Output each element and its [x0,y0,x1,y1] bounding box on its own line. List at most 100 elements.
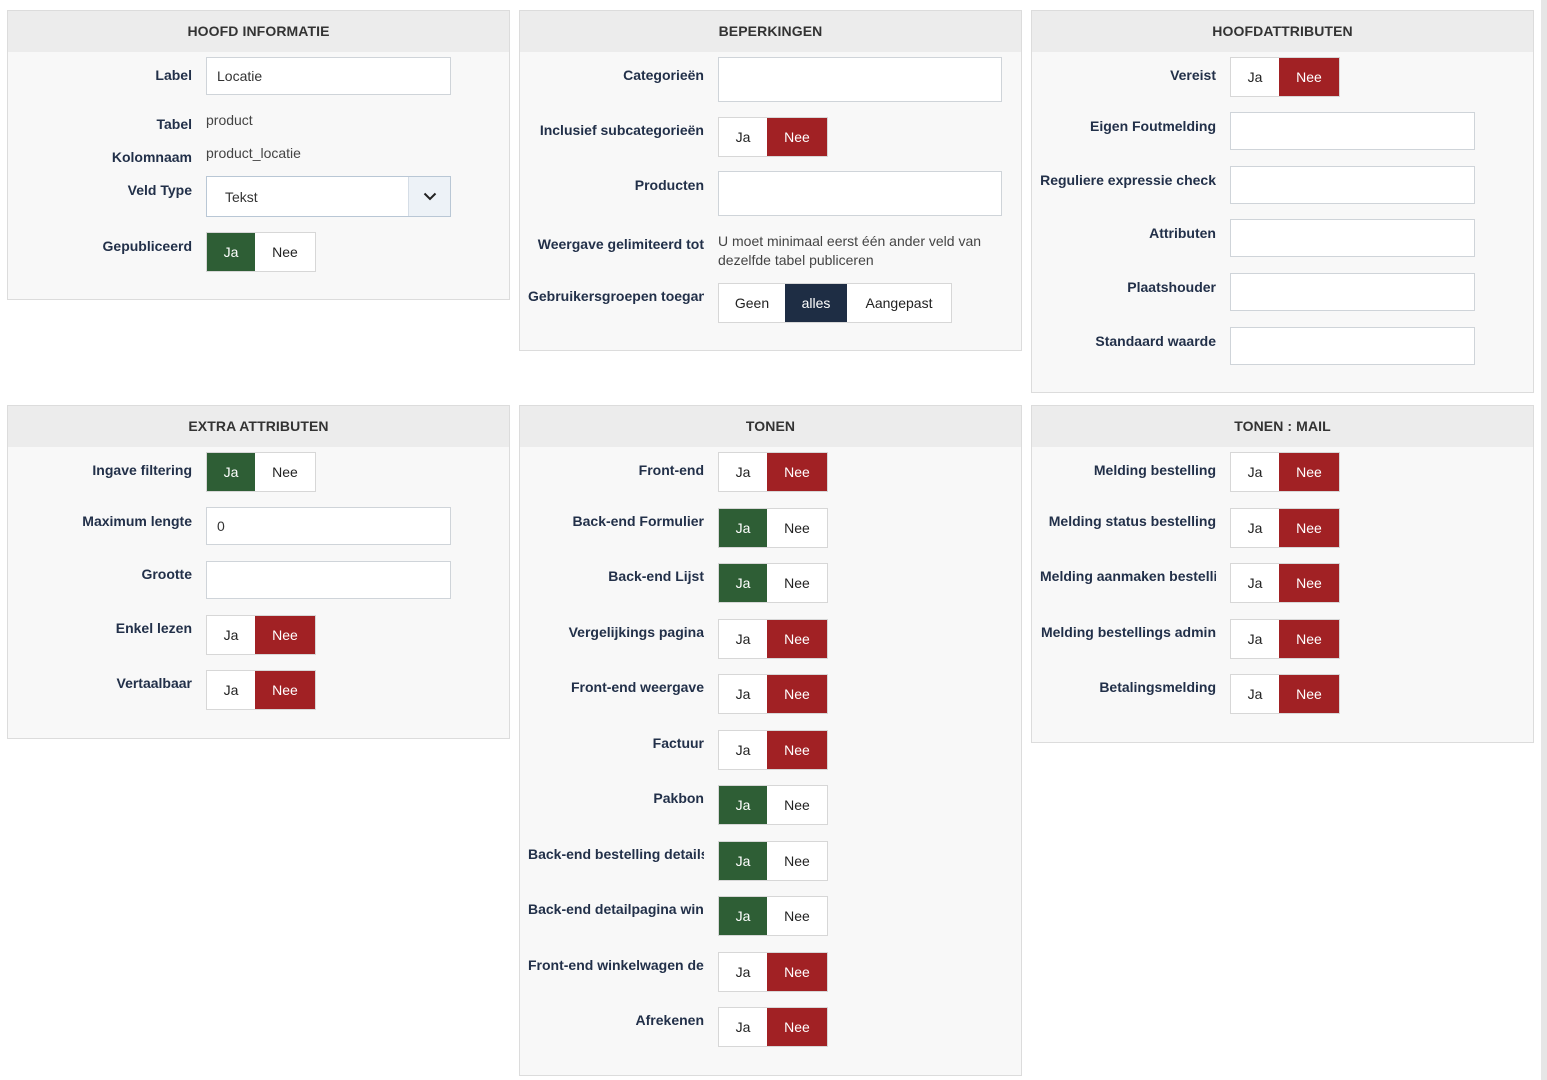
panel-tonen: TONEN Front-end Ja Nee Back-end Formulie… [519,405,1022,1076]
nee-button[interactable]: Nee [255,671,315,709]
ja-button[interactable]: Ja [719,509,767,547]
nee-button[interactable]: Nee [767,675,827,713]
ja-button[interactable]: Ja [1231,509,1279,547]
ja-button[interactable]: Ja [1231,58,1279,96]
nee-button[interactable]: Nee [767,509,827,547]
front-end-label: Front-end [638,462,704,478]
ja-button[interactable]: Ja [207,233,255,271]
nee-button[interactable]: Nee [767,1008,827,1046]
nee-button[interactable]: Nee [1279,620,1339,658]
filtering-toggle: Ja Nee [206,452,316,492]
maxlengte-input[interactable] [206,507,451,545]
ja-button[interactable]: Ja [719,1008,767,1046]
nee-button[interactable]: Nee [767,842,827,880]
panel-title: TONEN : MAIL [1032,406,1533,447]
veldtype-value: Tekst [225,188,258,205]
filtering-label: Ingave filtering [92,462,192,478]
gebruikersgroepen-label: Gebruikersgroepen toegang [528,288,704,304]
ja-button[interactable]: Ja [719,620,767,658]
nee-button[interactable]: Nee [255,616,315,654]
plaatshouder-input[interactable] [1230,273,1475,311]
ja-button[interactable]: Ja [207,616,255,654]
grootte-input[interactable] [206,561,451,599]
ja-button[interactable]: Ja [1231,564,1279,602]
producten-label: Producten [634,177,704,193]
gepubliceerd-toggle: Ja Nee [206,232,316,272]
veldtype-select[interactable]: Tekst [206,176,451,217]
panel-hoofd-informatie: HOOFD INFORMATIE Label Tabel product Kol… [7,10,510,300]
nee-button[interactable]: Nee [767,897,827,935]
tabel-label: Tabel [156,116,192,132]
nee-button[interactable]: Nee [1279,453,1339,491]
weergave-message: U moet minimaal eerst één ander veld van… [718,233,982,268]
panel-tonen-mail: TONEN : MAIL Melding bestelling Ja Nee M… [1031,405,1534,743]
ja-button[interactable]: Ja [719,453,767,491]
producten-input[interactable] [718,171,1002,216]
ja-button[interactable]: Ja [207,453,255,491]
nee-button[interactable]: Nee [1279,509,1339,547]
ja-button[interactable]: Ja [719,731,767,769]
ja-button[interactable]: Ja [719,786,767,824]
panel-title: BEPERKINGEN [520,11,1021,52]
nee-button[interactable]: Nee [767,953,827,991]
factuur-label: Factuur [652,735,704,751]
nee-button[interactable]: Nee [255,453,315,491]
ja-button[interactable]: Ja [719,953,767,991]
ja-button[interactable]: Ja [719,564,767,602]
melding-status-toggle: Ja Nee [1230,508,1340,548]
label-input[interactable] [206,57,451,95]
kolomnaam-value: product_locatie [206,145,301,161]
nee-button[interactable]: Nee [255,233,315,271]
nee-button[interactable]: Nee [767,118,827,156]
geen-button[interactable]: Geen [719,284,785,322]
melding-admin-label: Melding bestellings admin [1040,624,1216,640]
attributen-input[interactable] [1230,219,1475,257]
melding-bestelling-label: Melding bestelling [1093,462,1216,478]
gebruikersgroepen-selector: Geen alles Aangepast [718,283,952,323]
front-end-weergave-toggle: Ja Nee [718,674,828,714]
aangepast-button[interactable]: Aangepast [847,284,951,322]
foutmelding-label: Eigen Foutmelding [1090,118,1216,134]
categorieen-input[interactable] [718,57,1002,102]
vertaalbaar-toggle: Ja Nee [206,670,316,710]
ja-button[interactable]: Ja [207,671,255,709]
ja-button[interactable]: Ja [1231,620,1279,658]
melding-status-label: Melding status bestelling [1048,513,1216,529]
nee-button[interactable]: Nee [1279,675,1339,713]
afrekenen-label: Afrekenen [635,1012,704,1028]
subcategorieen-label: Inclusief subcategorieën [539,122,704,138]
foutmelding-input[interactable] [1230,112,1475,150]
ja-button[interactable]: Ja [1231,675,1279,713]
enkel-lezen-label: Enkel lezen [115,620,192,636]
ja-button[interactable]: Ja [1231,453,1279,491]
scrollbar[interactable] [1541,0,1547,1080]
melding-aanmaken-label: Melding aanmaken bestelling [1040,568,1216,584]
standaard-input[interactable] [1230,327,1475,365]
grootte-label: Grootte [141,566,192,582]
nee-button[interactable]: Nee [767,620,827,658]
nee-button[interactable]: Nee [1279,564,1339,602]
ja-button[interactable]: Ja [719,118,767,156]
afrekenen-toggle: Ja Nee [718,1007,828,1047]
ja-button[interactable]: Ja [719,675,767,713]
melding-bestelling-toggle: Ja Nee [1230,452,1340,492]
alles-button[interactable]: alles [785,284,847,322]
gepubliceerd-label: Gepubliceerd [102,238,192,254]
enkel-lezen-toggle: Ja Nee [206,615,316,655]
back-end-detailpagina-label: Back-end detailpagina winkelwagen [528,901,704,917]
vereist-toggle: Ja Nee [1230,57,1340,97]
back-end-formulier-toggle: Ja Nee [718,508,828,548]
betalingsmelding-label: Betalingsmelding [1099,679,1216,695]
panel-beperkingen: BEPERKINGEN Categorieën Inclusief subcat… [519,10,1022,351]
veldtype-label: Veld Type [127,182,192,198]
nee-button[interactable]: Nee [767,731,827,769]
nee-button[interactable]: Nee [767,786,827,824]
back-end-detailpagina-toggle: Ja Nee [718,896,828,936]
nee-button[interactable]: Nee [1279,58,1339,96]
regex-input[interactable] [1230,166,1475,204]
regex-label: Reguliere expressie check [1040,172,1216,188]
ja-button[interactable]: Ja [719,842,767,880]
nee-button[interactable]: Nee [767,564,827,602]
ja-button[interactable]: Ja [719,897,767,935]
nee-button[interactable]: Nee [767,453,827,491]
